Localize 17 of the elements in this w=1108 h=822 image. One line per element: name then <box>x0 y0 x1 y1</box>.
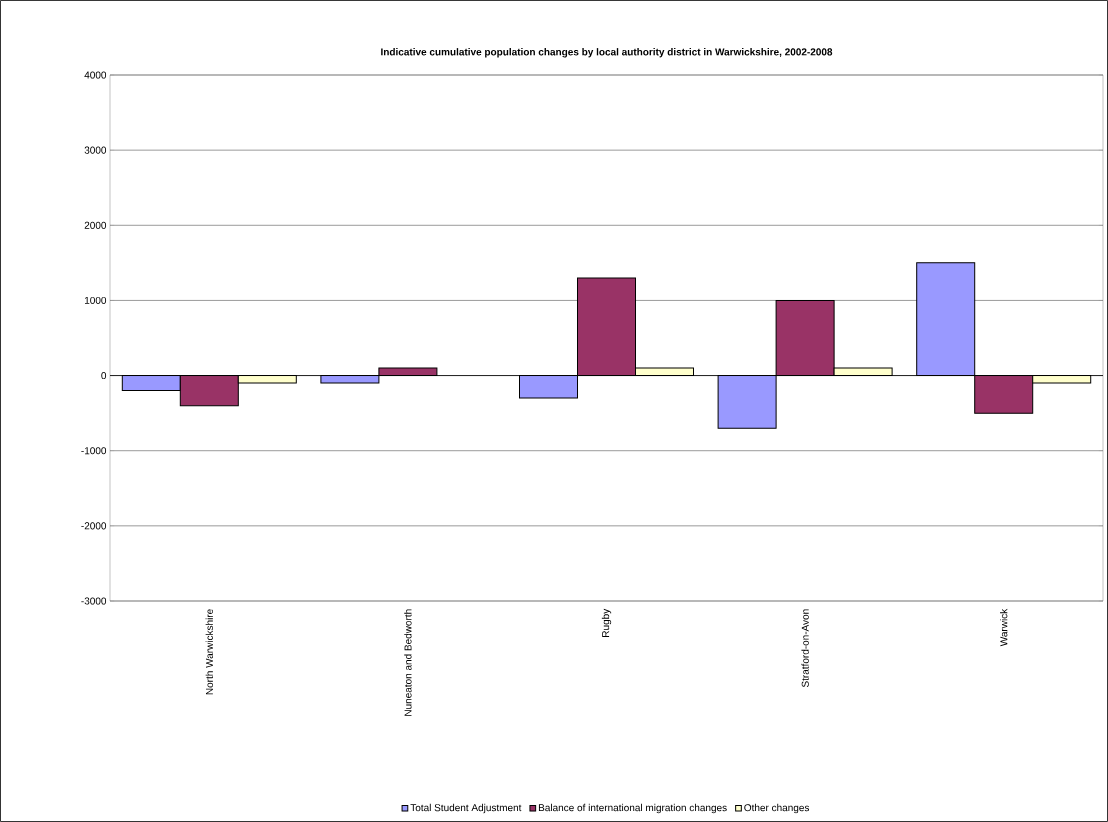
y-tick-label: -1000 <box>81 447 107 455</box>
x-tick-label: Rugby <box>601 608 612 637</box>
y-tick-label: -2000 <box>81 522 107 530</box>
x-tick-label: Warwick <box>1000 608 1008 647</box>
x-tick-label: Nuneaton and Bedworth <box>404 609 412 716</box>
y-tick-label: 4000 <box>84 71 107 79</box>
y-tick-label: 0 <box>101 372 107 380</box>
y-tick-label: -3000 <box>81 597 107 605</box>
x-tick-label: Stratford-on-Avon <box>801 609 809 688</box>
legend-label: Other changes <box>744 803 810 814</box>
legend-label: Balance of international migration changes <box>538 803 727 814</box>
y-tick-label: 1000 <box>84 296 107 304</box>
chart-title: Indicative cumulative population changes by local authority district in Warwickshire, 2002-2008 <box>381 48 833 58</box>
y-tick-label: 3000 <box>84 146 107 154</box>
x-tick-label: North Warwickshire <box>205 609 213 695</box>
legend-label: Total Student Adjustment <box>410 803 522 814</box>
y-tick-label: 2000 <box>84 221 107 229</box>
